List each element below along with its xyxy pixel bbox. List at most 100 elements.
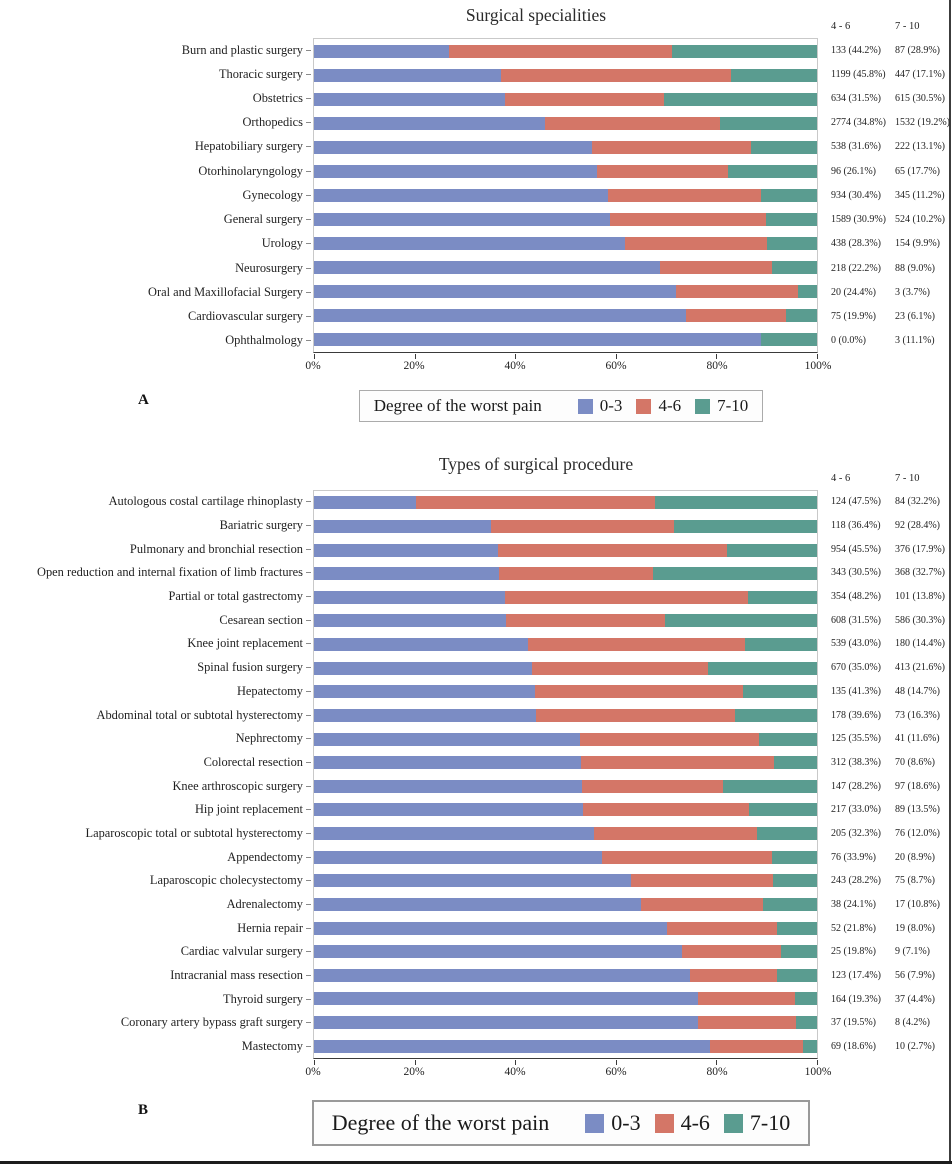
bar-row [314, 328, 817, 352]
stacked-bar [314, 116, 817, 130]
bar-segment-7-10 [794, 992, 817, 1006]
y-tick-mark [306, 761, 311, 763]
annotation-7-10: 1532 (19.2%) [895, 117, 950, 129]
annotation-7-10: 413 (21.6%) [895, 662, 945, 674]
bar-row [314, 87, 817, 111]
bar-segment-4-6 [689, 968, 778, 982]
annotation-4-6: 125 (35.5%) [831, 733, 881, 745]
stacked-bar [314, 164, 817, 178]
bar-row [314, 845, 817, 869]
x-tick-label: 80% [706, 360, 728, 372]
bar-segment-0-3 [314, 567, 500, 581]
stacked-bar [314, 708, 817, 722]
bar-segment-4-6 [505, 590, 748, 604]
bar-segment-7-10 [663, 92, 817, 106]
bar-segment-0-3 [314, 827, 595, 841]
x-axis-labels: 0% 20% 40% 60% 80% 100% [305, 360, 831, 374]
bar-segment-0-3 [314, 779, 582, 793]
bar-segment-0-3 [314, 309, 687, 323]
annotation-7-10: 97 (18.6%) [895, 780, 940, 792]
bar-segment-4-6 [535, 708, 735, 722]
bar-segment-7-10 [756, 827, 817, 841]
y-tick-mark [306, 170, 311, 172]
x-tick-mark [414, 354, 416, 359]
y-axis-label: Hepatobiliary surgery [194, 139, 303, 154]
chart-a-plot: 4 - 6 7 - 10 Burn and plastic surgery Tho… [0, 21, 952, 359]
bar-row [314, 916, 817, 940]
annotation-4-6: 135 (41.3%) [831, 685, 881, 697]
y-label-row: Laparoscopic total or subtotal hysterect… [0, 822, 311, 846]
bar-segment-7-10 [671, 44, 817, 58]
column-header-7-10: 7 - 10 [895, 473, 920, 484]
y-axis-label: Pulmonary and bronchial resection [129, 541, 303, 556]
y-axis-label: Coronary artery bypass graft surgery [120, 1015, 303, 1030]
y-axis-label: Thoracic surgery [218, 66, 303, 81]
bar-row [314, 964, 817, 988]
y-tick-mark [306, 98, 311, 100]
bar-segment-4-6 [592, 140, 752, 154]
annotation-4-6: 124 (47.5%) [831, 496, 881, 508]
y-label-row: Mastectomy [0, 1035, 311, 1059]
annotation-7-10: 368 (32.7%) [895, 567, 945, 579]
stacked-bar [314, 779, 817, 793]
annotation-4-6: 76 (33.9%) [831, 851, 876, 863]
bar-row [314, 987, 817, 1011]
annotation-7-10: 20 (8.9%) [895, 851, 935, 863]
annotation-7-10: 19 (8.0%) [895, 922, 935, 934]
bar-row [314, 680, 817, 704]
stacked-bar [314, 590, 817, 604]
bar-segment-7-10 [751, 140, 817, 154]
bar-segment-7-10 [777, 968, 817, 982]
y-axis-label: Oral and Maxillofacial Surgery [148, 284, 303, 299]
annotation-4-6: 96 (26.1%) [831, 165, 876, 177]
y-label-row: Burn and plastic surgery [0, 38, 311, 62]
bar-row [314, 751, 817, 775]
y-label-row: Hepatectomy [0, 680, 311, 704]
y-tick-mark [306, 832, 311, 834]
y-tick-mark [306, 880, 311, 882]
y-axis-label: Hepatectomy [236, 683, 303, 698]
legend-swatch-4-6 [636, 398, 652, 414]
bar-segment-0-3 [314, 968, 690, 982]
y-label-row: Hernia repair [0, 916, 311, 940]
bar-segment-7-10 [730, 68, 817, 82]
bar-segment-0-3 [314, 992, 698, 1006]
stacked-bar [314, 140, 817, 154]
y-tick-mark [306, 667, 311, 669]
bar-segment-0-3 [314, 333, 762, 347]
bar-row [314, 940, 817, 964]
column-header-7-10: 7 - 10 [895, 21, 920, 32]
bar-segment-4-6 [681, 945, 782, 959]
x-tick-label: 80% [706, 1066, 728, 1078]
bar-segment-4-6 [660, 261, 772, 275]
bar-segment-7-10 [773, 874, 817, 888]
stacked-bar [314, 968, 817, 982]
annotation-4-6: 147 (28.2%) [831, 780, 881, 792]
stacked-bar [314, 92, 817, 106]
annotation-7-10: 17 (10.8%) [895, 899, 940, 911]
y-label-row: Thoracic surgery [0, 62, 311, 86]
annotation-7-10: 615 (30.5%) [895, 93, 945, 105]
stacked-bar [314, 567, 817, 581]
annotation-4-6: 538 (31.6%) [831, 141, 881, 153]
stacked-bar [314, 803, 817, 817]
y-tick-mark [306, 998, 311, 1000]
y-tick-mark [306, 785, 311, 787]
y-tick-mark [306, 738, 311, 740]
x-tick-mark [817, 1060, 818, 1065]
bar-segment-4-6 [610, 213, 766, 227]
bar-segment-0-3 [314, 614, 507, 628]
bar-segment-0-3 [314, 1016, 698, 1030]
legend-swatch-0-3 [577, 398, 593, 414]
bar-segment-4-6 [697, 992, 795, 1006]
bar-row [314, 515, 817, 539]
annotation-7-10: 92 (28.4%) [895, 520, 940, 532]
y-axis-label: Hip joint replacement [194, 802, 303, 817]
bar-segment-7-10 [723, 779, 817, 793]
legend-swatch-7-10 [695, 398, 711, 414]
bar-segment-4-6 [500, 68, 731, 82]
y-axis-label: Cardiovascular surgery [187, 309, 303, 324]
y-tick-mark [306, 572, 311, 574]
y-label-row: Cardiac valvular surgery [0, 940, 311, 964]
y-axis-label: Spinal fusion surgery [197, 660, 303, 675]
